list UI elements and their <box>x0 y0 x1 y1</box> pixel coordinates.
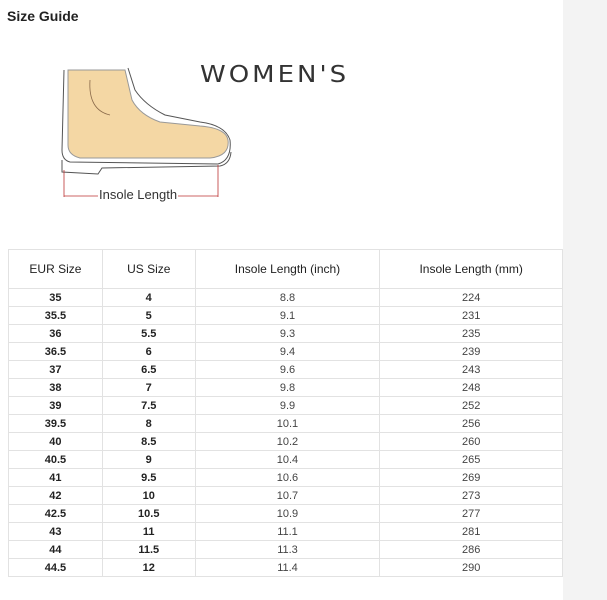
insole-inch-cell: 10.6 <box>194 468 381 487</box>
eur-size-cell: 44.5 <box>8 558 103 577</box>
insole-mm-cell: 265 <box>379 450 563 469</box>
us-size-cell: 9.5 <box>101 468 196 487</box>
insole-mm-cell: 286 <box>379 540 563 559</box>
header-insole-mm: Insole Length (mm) <box>379 249 563 289</box>
eur-size-cell: 39.5 <box>8 414 103 433</box>
eur-size-cell: 37 <box>8 360 103 379</box>
insole-inch-cell: 9.9 <box>194 396 381 415</box>
table-row: 42.5 10.5 10.9 277 <box>8 504 563 523</box>
foot-shoe-illustration <box>61 67 232 197</box>
eur-size-cell: 40.5 <box>8 450 103 469</box>
eur-size-cell: 36.5 <box>8 342 103 361</box>
table-row: 39.5 8 10.1 256 <box>8 414 563 433</box>
table-row: 36.5 6 9.4 239 <box>8 342 563 361</box>
insole-inch-cell: 9.4 <box>194 342 381 361</box>
side-panel <box>563 0 607 600</box>
table-header-row: EUR Size US Size Insole Length (inch) In… <box>8 249 563 289</box>
us-size-cell: 4 <box>101 288 196 307</box>
table-row: 41 9.5 10.6 269 <box>8 468 563 487</box>
us-size-cell: 12 <box>101 558 196 577</box>
table-row: 36 5.5 9.3 235 <box>8 324 563 343</box>
womens-heading: WOMEN'S <box>200 61 350 89</box>
insole-length-label: Insole Length <box>98 187 179 202</box>
us-size-cell: 6 <box>101 342 196 361</box>
eur-size-cell: 38 <box>8 378 103 397</box>
header-us-size: US Size <box>101 249 196 289</box>
insole-inch-cell: 10.4 <box>194 450 381 469</box>
eur-size-cell: 35 <box>8 288 103 307</box>
insole-inch-cell: 11.1 <box>194 522 381 541</box>
insole-inch-cell: 9.8 <box>194 378 381 397</box>
eur-size-cell: 40 <box>8 432 103 451</box>
us-size-cell: 9 <box>101 450 196 469</box>
table-row: 38 7 9.8 248 <box>8 378 563 397</box>
table-row: 35.5 5 9.1 231 <box>8 306 563 325</box>
us-size-cell: 5.5 <box>101 324 196 343</box>
eur-size-cell: 41 <box>8 468 103 487</box>
table-row: 39 7.5 9.9 252 <box>8 396 563 415</box>
insole-inch-cell: 10.2 <box>194 432 381 451</box>
us-size-cell: 7 <box>101 378 196 397</box>
insole-mm-cell: 248 <box>379 378 563 397</box>
table-row: 40.5 9 10.4 265 <box>8 450 563 469</box>
insole-mm-cell: 231 <box>379 306 563 325</box>
insole-mm-cell: 224 <box>379 288 563 307</box>
insole-mm-cell: 277 <box>379 504 563 523</box>
insole-inch-cell: 10.7 <box>194 486 381 505</box>
eur-size-cell: 43 <box>8 522 103 541</box>
eur-size-cell: 35.5 <box>8 306 103 325</box>
insole-inch-cell: 8.8 <box>194 288 381 307</box>
insole-mm-cell: 290 <box>379 558 563 577</box>
us-size-cell: 8.5 <box>101 432 196 451</box>
eur-size-cell: 42.5 <box>8 504 103 523</box>
insole-inch-cell: 9.6 <box>194 360 381 379</box>
us-size-cell: 11 <box>101 522 196 541</box>
us-size-cell: 11.5 <box>101 540 196 559</box>
eur-size-cell: 44 <box>8 540 103 559</box>
insole-inch-cell: 10.1 <box>194 414 381 433</box>
us-size-cell: 6.5 <box>101 360 196 379</box>
table-row: 40 8.5 10.2 260 <box>8 432 563 451</box>
eur-size-cell: 42 <box>8 486 103 505</box>
insole-mm-cell: 256 <box>379 414 563 433</box>
insole-inch-cell: 11.3 <box>194 540 381 559</box>
insole-mm-cell: 260 <box>379 432 563 451</box>
us-size-cell: 5 <box>101 306 196 325</box>
header-eur-size: EUR Size <box>8 249 103 289</box>
insole-mm-cell: 243 <box>379 360 563 379</box>
insole-inch-cell: 9.3 <box>194 324 381 343</box>
eur-size-cell: 39 <box>8 396 103 415</box>
size-table: EUR Size US Size Insole Length (inch) In… <box>8 249 563 577</box>
us-size-cell: 10.5 <box>101 504 196 523</box>
insole-mm-cell: 252 <box>379 396 563 415</box>
insole-mm-cell: 235 <box>379 324 563 343</box>
table-row: 35 4 8.8 224 <box>8 288 563 307</box>
table-row: 42 10 10.7 273 <box>8 486 563 505</box>
insole-inch-cell: 9.1 <box>194 306 381 325</box>
header-insole-inch: Insole Length (inch) <box>194 249 381 289</box>
us-size-cell: 8 <box>101 414 196 433</box>
eur-size-cell: 36 <box>8 324 103 343</box>
insole-inch-cell: 10.9 <box>194 504 381 523</box>
insole-mm-cell: 269 <box>379 468 563 487</box>
table-row: 37 6.5 9.6 243 <box>8 360 563 379</box>
page-title: Size Guide <box>7 8 79 24</box>
insole-mm-cell: 239 <box>379 342 563 361</box>
table-row: 44.5 12 11.4 290 <box>8 558 563 577</box>
table-row: 43 11 11.1 281 <box>8 522 563 541</box>
us-size-cell: 10 <box>101 486 196 505</box>
insole-mm-cell: 273 <box>379 486 563 505</box>
insole-inch-cell: 11.4 <box>194 558 381 577</box>
table-row: 44 11.5 11.3 286 <box>8 540 563 559</box>
us-size-cell: 7.5 <box>101 396 196 415</box>
insole-mm-cell: 281 <box>379 522 563 541</box>
